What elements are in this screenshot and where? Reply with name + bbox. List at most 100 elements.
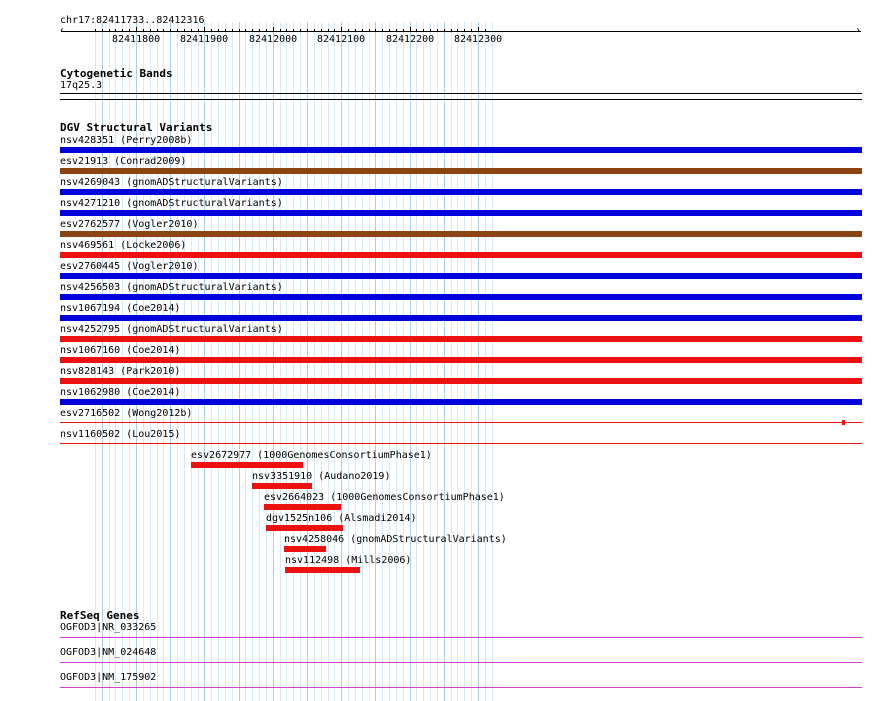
- dgv-track-label: esv2760445 (Vogler2010): [60, 261, 199, 272]
- dgv-variant-bar: [60, 231, 862, 237]
- ruler-tick: [457, 29, 458, 32]
- dgv-track-label: nsv4256503 (gnomADStructuralVariants): [60, 282, 283, 293]
- dgv-variant-bar: [60, 273, 862, 279]
- ruler-tick: [245, 29, 246, 32]
- ruler-tick: [184, 29, 185, 32]
- ruler-tick: [451, 29, 452, 32]
- dgv-variant-bar: [60, 399, 862, 405]
- ruler-tick: [225, 29, 226, 32]
- dgv-variant-bar: [266, 525, 343, 531]
- dgv-variant-bar: [60, 378, 862, 384]
- ruler-tick: [204, 27, 205, 32]
- ruler-tick-label: 82412300: [454, 34, 503, 45]
- dgv-track-label: nsv4269043 (gnomADStructuralVariants): [60, 177, 283, 188]
- ruler-tick: [300, 29, 301, 32]
- dgv-track-label: nsv112498 (Mills2006): [285, 555, 412, 566]
- dgv-track-label: nsv1067194 (Coe2014): [60, 303, 181, 314]
- dgv-variant-line: [60, 422, 862, 423]
- dgv-variant-bar: [252, 483, 312, 489]
- dgv-variant-bar: [60, 315, 862, 321]
- ruler-tick: [321, 29, 322, 32]
- dgv-track-label: nsv469561 (Locke2006): [60, 240, 187, 251]
- ruler-tick: [362, 29, 363, 32]
- dgv-track-label: dgv1525n106 (Alsmadi2014): [266, 513, 417, 524]
- dgv-track-label: nsv1062980 (Coe2014): [60, 387, 181, 398]
- ruler-tick-label: 82411900: [180, 34, 229, 45]
- dgv-track-label: nsv4252795 (gnomADStructuralVariants): [60, 324, 283, 335]
- ruler-tick: [95, 29, 96, 32]
- ruler-tick: [252, 29, 253, 32]
- dgv-variant-bar: [60, 252, 862, 258]
- ruler-tick: [273, 27, 274, 32]
- dgv-track-label: esv2672977 (1000GenomesConsortiumPhase1): [191, 450, 432, 461]
- dgv-track-label: nsv428351 (Perry2008b): [60, 135, 193, 146]
- ruler-tick-label: 82412100: [317, 34, 366, 45]
- ruler-tick: [410, 27, 411, 32]
- dgv-variant-bar: [264, 504, 341, 510]
- ruler-tick: [198, 29, 199, 32]
- dgv-variant-marker: [842, 420, 845, 425]
- dgv-variant-bar: [60, 357, 862, 363]
- ruler-tick: [177, 29, 178, 32]
- ruler-tick: [444, 29, 445, 32]
- refseq-gene-label: OGFOD3|NM_175902: [60, 672, 157, 683]
- dgv-variant-bar: [284, 546, 326, 552]
- ruler-tick: [115, 29, 116, 32]
- dgv-track-label: esv2716502 (Wong2012b): [60, 408, 193, 419]
- ruler-tick: [423, 29, 424, 32]
- ruler-tick: [163, 29, 164, 32]
- ruler-tick: [136, 27, 137, 32]
- ruler-tick: [259, 29, 260, 32]
- dgv-track-label: esv21913 (Conrad2009): [60, 156, 187, 167]
- dgv-variant-bar: [60, 147, 862, 153]
- dgv-track-label: nsv3351910 (Audano2019): [252, 471, 391, 482]
- ruler-tick: [109, 29, 110, 32]
- cytoband-line-top: [60, 93, 862, 94]
- ruler-tick: [341, 27, 342, 32]
- dgv-variant-bar: [191, 462, 303, 468]
- refseq-gene-label: OGFOD3|NR_033265: [60, 622, 157, 633]
- refseq-gene-line: [60, 662, 862, 663]
- ruler-tick: [307, 29, 308, 32]
- dgv-variant-bar: [60, 189, 862, 195]
- ruler-tick: [437, 29, 438, 32]
- ruler-tick-label: 82411800: [112, 34, 161, 45]
- refseq-gene-line: [60, 687, 862, 688]
- dgv-track-label: nsv1160502 (Lou2015): [60, 429, 181, 440]
- ruler-tick-label: 82412200: [386, 34, 435, 45]
- ruler-tick: [280, 29, 281, 32]
- ruler-tick: [485, 29, 486, 32]
- dgv-track-title: DGV Structural Variants: [60, 121, 213, 134]
- dgv-track-label: esv2664023 (1000GenomesConsortiumPhase1): [264, 492, 505, 503]
- ruler-tick: [396, 29, 397, 32]
- dgv-variant-bar: [285, 567, 360, 573]
- dgv-track-label: esv2762577 (Vogler2010): [60, 219, 199, 230]
- ruler-tick: [334, 29, 335, 32]
- ruler-tick: [286, 29, 287, 32]
- ruler-tick: [122, 29, 123, 32]
- ruler-tick: [157, 29, 158, 32]
- dgv-track-label: nsv4271210 (gnomADStructuralVariants): [60, 198, 283, 209]
- ruler-tick: [389, 29, 390, 32]
- ruler-tick: [314, 29, 315, 32]
- ruler-tick: [430, 29, 431, 32]
- ruler-tick: [375, 29, 376, 32]
- ruler-tick: [143, 29, 144, 32]
- ruler-tick: [328, 29, 329, 32]
- cytoband-line-bottom: [60, 99, 862, 100]
- ruler-tick-label: 82412000: [249, 34, 298, 45]
- ruler-tick: [369, 29, 370, 32]
- ruler-tick: [293, 29, 294, 32]
- dgv-variant-bar: [60, 336, 862, 342]
- ruler-tick: [150, 29, 151, 32]
- dgv-variant-bar: [60, 168, 862, 174]
- dgv-variant-bar: [60, 210, 862, 216]
- ruler-tick: [232, 29, 233, 32]
- ruler-tick: [403, 29, 404, 32]
- ruler-tick: [239, 29, 240, 32]
- refseq-track-title: RefSeq Genes: [60, 609, 140, 622]
- cytoband-track-title: Cytogenetic Bands: [60, 67, 173, 80]
- ruler-line: [61, 31, 861, 32]
- ruler-tick: [478, 27, 479, 32]
